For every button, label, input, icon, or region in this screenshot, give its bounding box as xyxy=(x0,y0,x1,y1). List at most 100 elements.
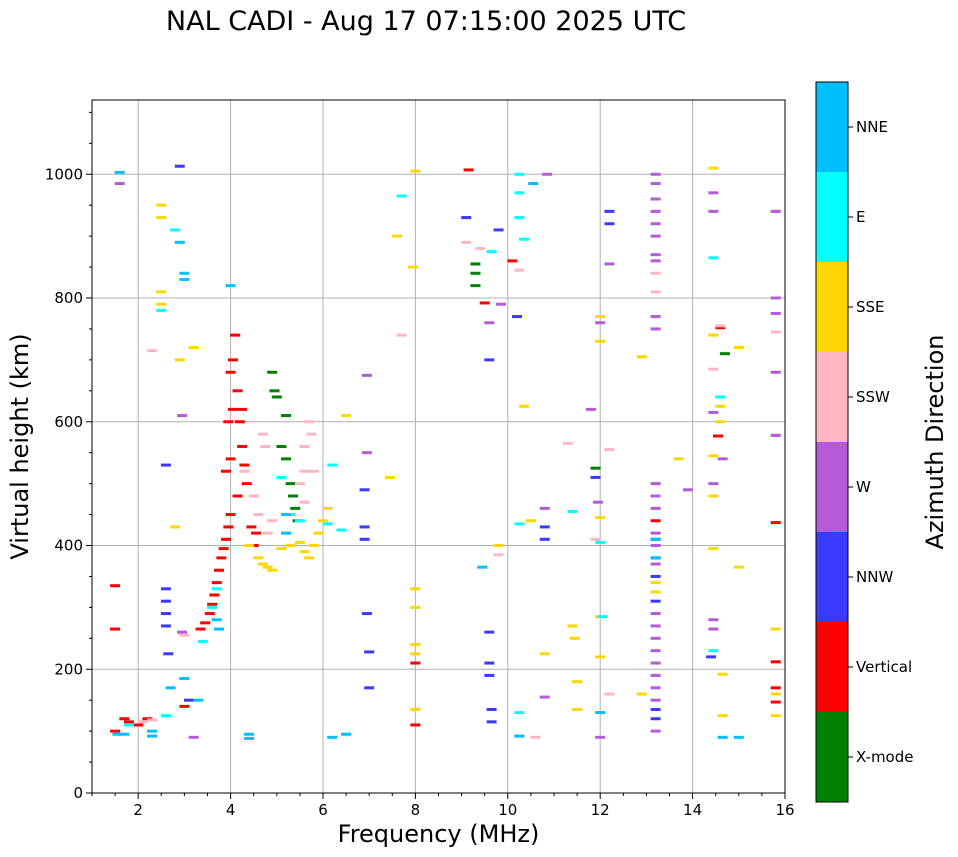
data-point xyxy=(770,714,781,718)
data-point xyxy=(650,537,661,541)
data-point xyxy=(585,407,596,411)
data-point xyxy=(733,346,744,349)
data-point xyxy=(341,732,352,736)
data-point xyxy=(308,469,319,473)
data-point xyxy=(650,707,661,711)
data-point xyxy=(216,556,227,560)
data-point xyxy=(359,525,370,529)
data-point xyxy=(486,720,497,724)
data-point xyxy=(650,729,661,733)
data-point xyxy=(241,482,252,486)
data-point xyxy=(410,643,421,646)
data-point xyxy=(650,698,661,702)
data-point xyxy=(604,692,615,696)
data-point xyxy=(253,556,264,560)
data-point xyxy=(495,302,506,306)
data-point xyxy=(220,469,231,473)
data-point xyxy=(174,240,185,244)
data-point xyxy=(597,615,608,619)
data-point xyxy=(200,621,211,625)
data-point xyxy=(327,735,338,739)
data-point xyxy=(708,209,719,213)
data-point xyxy=(595,711,606,715)
data-point xyxy=(160,463,171,467)
data-point xyxy=(214,627,225,631)
data-point xyxy=(147,718,158,722)
y-tick-label: 400 xyxy=(54,537,83,555)
data-points xyxy=(110,164,781,741)
data-point xyxy=(281,414,292,418)
data-point xyxy=(708,547,719,551)
data-point xyxy=(650,531,661,535)
data-point xyxy=(475,247,486,250)
x-tick-label: 10 xyxy=(498,801,517,819)
data-point xyxy=(112,732,123,736)
x-tick-label: 6 xyxy=(318,801,328,819)
data-point xyxy=(650,315,661,319)
data-point xyxy=(290,506,301,510)
data-point xyxy=(470,262,481,266)
series-sse xyxy=(156,166,781,718)
data-point xyxy=(165,686,176,690)
data-point xyxy=(232,389,243,393)
data-point xyxy=(364,686,375,690)
data-point xyxy=(650,574,661,578)
data-point xyxy=(294,540,305,544)
data-point xyxy=(770,521,781,525)
data-point xyxy=(384,475,395,479)
data-point xyxy=(225,370,236,374)
data-point xyxy=(770,660,781,664)
data-point xyxy=(708,166,719,170)
data-point xyxy=(114,170,125,174)
data-point xyxy=(470,284,481,288)
data-point xyxy=(708,627,719,631)
data-point xyxy=(717,457,728,461)
data-point xyxy=(461,216,472,220)
colorbar: X-mode Vertical NNW W SSW SSE E NNE xyxy=(815,81,913,803)
data-point xyxy=(650,661,661,665)
colorbar-label: Azimuth Direction xyxy=(921,335,949,550)
data-point xyxy=(308,544,319,547)
data-point xyxy=(484,661,495,665)
data-point xyxy=(493,553,504,557)
data-point xyxy=(650,234,661,238)
data-point xyxy=(706,655,717,659)
data-point xyxy=(514,711,525,715)
data-point xyxy=(227,407,238,411)
data-point xyxy=(708,410,719,414)
data-point xyxy=(211,581,222,585)
data-point xyxy=(174,358,185,362)
data-point xyxy=(227,358,238,362)
data-point xyxy=(160,587,171,591)
data-point xyxy=(223,525,234,529)
colorbar-tick-label: X-mode xyxy=(856,748,913,766)
data-point xyxy=(281,513,292,517)
data-point xyxy=(410,707,421,711)
data-point xyxy=(650,271,661,275)
data-point xyxy=(156,302,167,306)
data-point xyxy=(410,605,421,609)
data-point xyxy=(318,519,328,523)
data-point xyxy=(650,717,661,721)
data-point xyxy=(733,735,744,739)
data-point xyxy=(251,531,262,535)
y-axis-label: Virtual height (km) xyxy=(6,333,34,559)
data-point xyxy=(327,463,338,467)
data-point xyxy=(770,311,781,315)
data-point xyxy=(163,652,174,656)
data-point xyxy=(512,315,523,319)
data-point xyxy=(542,172,553,176)
data-point xyxy=(604,448,615,452)
data-point xyxy=(708,618,719,622)
data-point xyxy=(322,506,333,510)
series-vertical xyxy=(110,168,781,733)
data-point xyxy=(156,216,167,220)
data-point xyxy=(715,326,726,330)
colorbar-tick-label: NNW xyxy=(856,568,893,586)
data-point xyxy=(197,639,208,643)
data-point xyxy=(232,494,243,498)
data-point xyxy=(493,228,504,232)
data-point xyxy=(770,370,781,374)
data-point xyxy=(514,734,525,738)
data-point xyxy=(306,432,317,436)
